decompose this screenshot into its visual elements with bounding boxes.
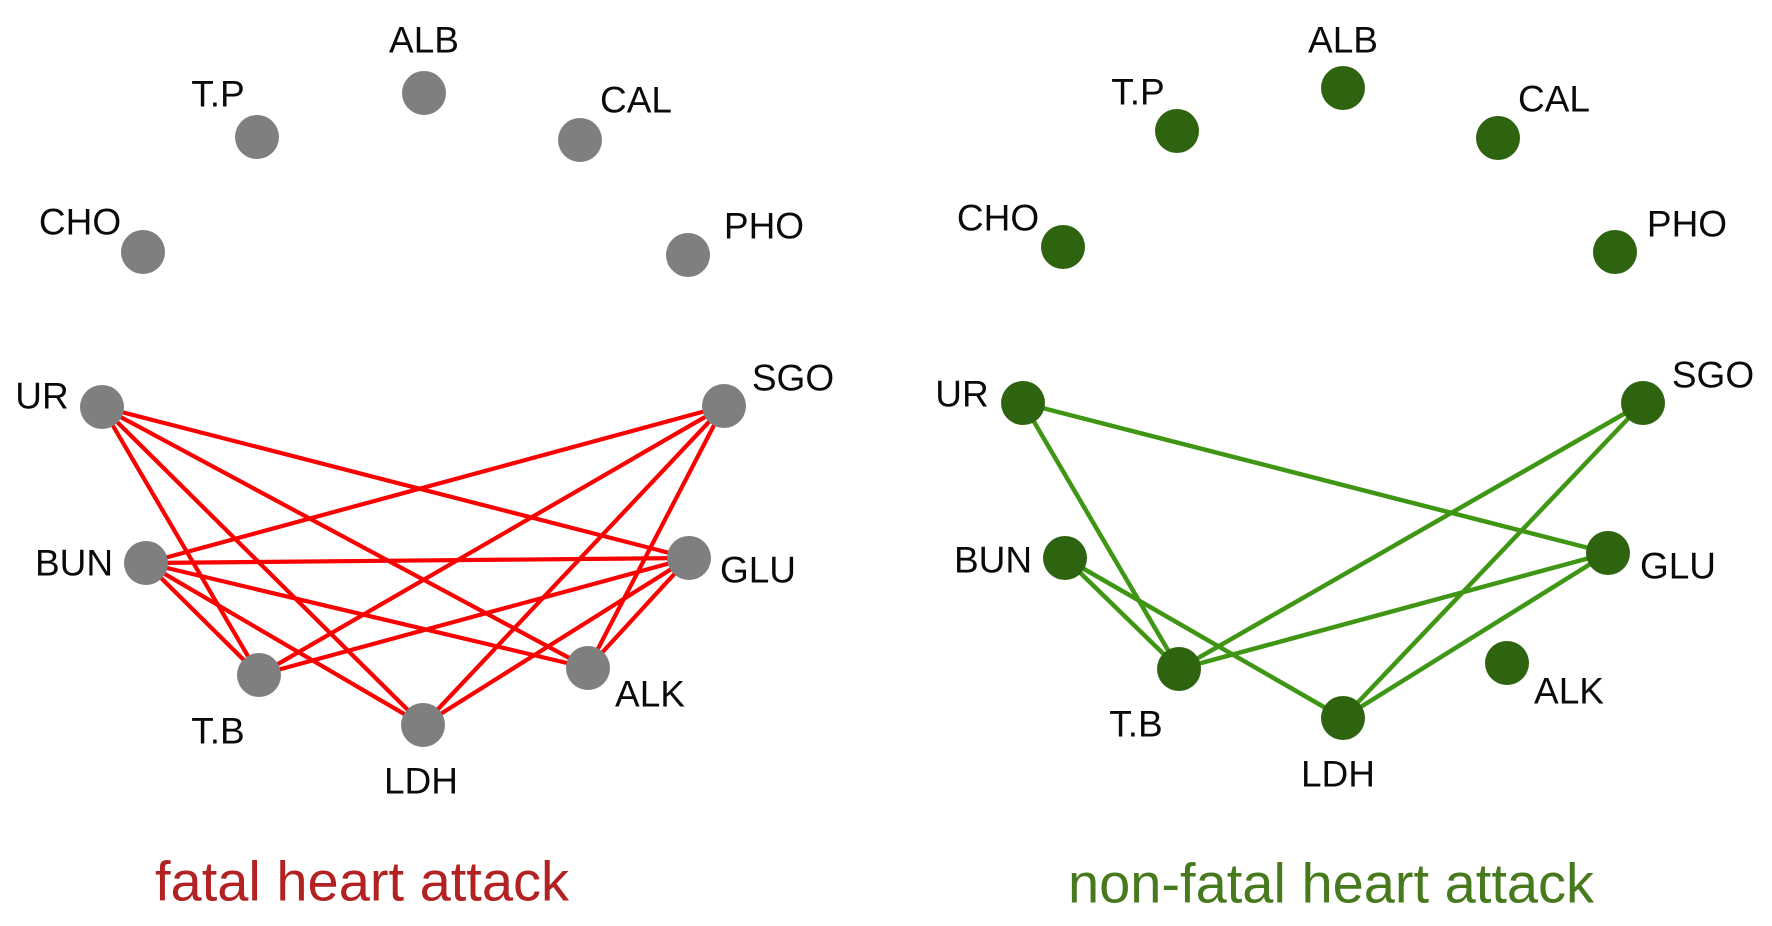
- edge-fatal-BUN-ALK: [145, 560, 589, 671]
- node-fatal-T.B: [237, 653, 281, 697]
- node-fatal-SGO: [702, 384, 746, 428]
- node-label-fatal-CAL: CAL: [600, 80, 672, 121]
- node-fatal-UR: [80, 385, 124, 429]
- node-label-nonfatal-ALB: ALB: [1308, 20, 1378, 61]
- node-label-nonfatal-T.B: T.B: [1109, 704, 1162, 745]
- node-label-nonfatal-CHO: CHO: [957, 198, 1039, 239]
- node-nonfatal-UR: [1001, 381, 1045, 425]
- edge-fatal-BUN-SGO: [145, 403, 725, 566]
- node-label-nonfatal-PHO: PHO: [1647, 204, 1727, 245]
- edge-fatal-UR-GLU: [101, 404, 690, 561]
- node-nonfatal-T.B: [1157, 647, 1201, 691]
- node-label-fatal-LDH: LDH: [384, 761, 458, 802]
- node-fatal-T.P: [235, 115, 279, 159]
- edge-nonfatal-BUN-T.B: [1063, 556, 1181, 671]
- edge-fatal-SGO-T.B: [257, 404, 726, 677]
- edge-fatal-UR-LDH: [100, 405, 425, 727]
- edge-nonfatal-SGO-T.B: [1177, 401, 1645, 671]
- panel-fatal: ALB T.P CAL CHO PHO UR SGO BUN GLU T.B ALK LDH: [15, 20, 834, 802]
- node-fatal-PHO: [666, 233, 710, 277]
- edge-fatal-BUN-LDH: [144, 561, 425, 727]
- node-label-fatal-UR: UR: [15, 376, 68, 417]
- edge-fatal-UR-ALK: [101, 405, 589, 670]
- edge-nonfatal-UR-T.B: [1021, 401, 1181, 671]
- node-fatal-GLU: [667, 536, 711, 580]
- edge-fatal-GLU-T.B: [258, 555, 690, 678]
- node-fatal-LDH: [401, 703, 445, 747]
- edge-fatal-GLU-LDH: [421, 556, 691, 727]
- node-fatal-CHO: [121, 230, 165, 274]
- node-fatal-ALK: [566, 646, 610, 690]
- node-label-nonfatal-UR: UR: [935, 374, 988, 415]
- node-nonfatal-SGO: [1621, 381, 1665, 425]
- node-fatal-CAL: [558, 118, 602, 162]
- node-label-fatal-GLU: GLU: [720, 550, 796, 591]
- node-nonfatal-CHO: [1041, 225, 1085, 269]
- edge-fatal-BUN-GLU: [145, 555, 690, 566]
- edge-nonfatal-GLU-LDH: [1341, 551, 1610, 720]
- node-label-fatal-CHO: CHO: [39, 202, 121, 243]
- node-label-fatal-PHO: PHO: [724, 206, 804, 247]
- node-label-nonfatal-CAL: CAL: [1518, 79, 1590, 120]
- node-nonfatal-BUN: [1043, 536, 1087, 580]
- node-nonfatal-T.P: [1155, 109, 1199, 153]
- node-label-nonfatal-SGO: SGO: [1672, 355, 1754, 396]
- node-label-fatal-BUN: BUN: [35, 543, 113, 584]
- node-label-nonfatal-ALK: ALK: [1534, 671, 1604, 712]
- node-label-fatal-T.B: T.B: [191, 711, 244, 752]
- node-label-nonfatal-BUN: BUN: [954, 540, 1032, 581]
- node-label-fatal-SGO: SGO: [752, 358, 834, 399]
- edge-fatal-SGO-LDH: [421, 404, 726, 727]
- caption-non-fatal-heart-attack: non-fatal heart attack: [1067, 851, 1595, 915]
- edge-nonfatal-SGO-LDH: [1341, 401, 1645, 720]
- node-nonfatal-GLU: [1586, 531, 1630, 575]
- edge-fatal-SGO-ALK: [586, 405, 726, 669]
- edge-fatal-GLU-ALK: [586, 556, 691, 670]
- node-fatal-ALB: [402, 71, 446, 115]
- node-label-fatal-T.P: T.P: [191, 74, 244, 115]
- node-label-fatal-ALK: ALK: [615, 674, 685, 715]
- caption-fatal-heart-attack: fatal heart attack: [154, 849, 570, 913]
- node-nonfatal-PHO: [1593, 230, 1637, 274]
- node-label-nonfatal-LDH: LDH: [1301, 754, 1375, 795]
- node-label-nonfatal-GLU: GLU: [1640, 546, 1716, 587]
- node-nonfatal-ALB: [1321, 66, 1365, 110]
- edge-nonfatal-BUN-LDH: [1063, 556, 1345, 720]
- node-label-nonfatal-T.P: T.P: [1111, 72, 1164, 113]
- node-nonfatal-LDH: [1321, 696, 1365, 740]
- edge-fatal-UR-T.B: [100, 405, 261, 677]
- node-nonfatal-ALK: [1485, 641, 1529, 685]
- node-fatal-BUN: [124, 541, 168, 585]
- edge-fatal-BUN-T.B: [144, 561, 261, 677]
- edge-nonfatal-GLU-T.B: [1178, 550, 1609, 672]
- node-nonfatal-CAL: [1476, 116, 1520, 160]
- panel-nonfatal: ALB T.P CAL CHO PHO UR SGO BUN GLU T.B ALK LDH: [935, 20, 1754, 795]
- node-label-fatal-ALB: ALB: [389, 20, 459, 61]
- edge-nonfatal-UR-GLU: [1022, 400, 1609, 556]
